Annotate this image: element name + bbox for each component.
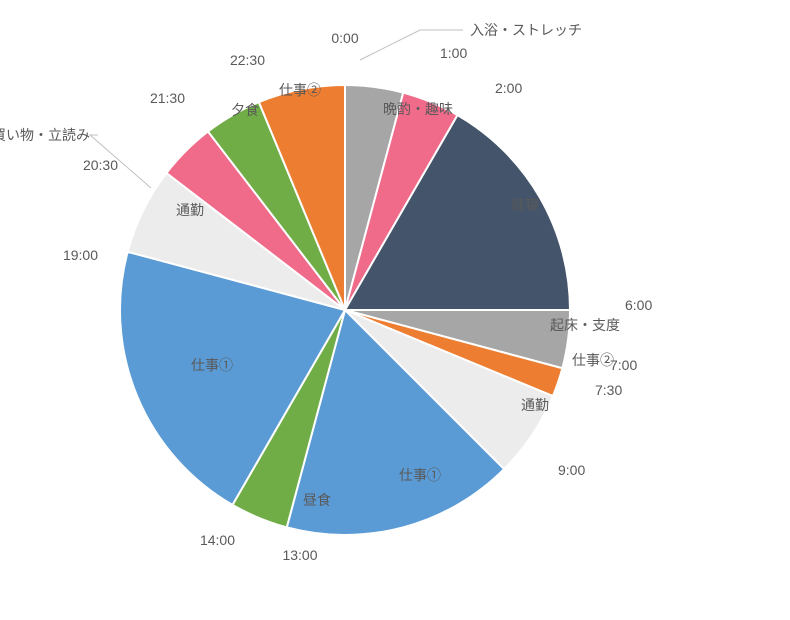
slice-label: 就寝 bbox=[511, 197, 539, 213]
time-label: 21:30 bbox=[150, 90, 185, 106]
time-label: 14:00 bbox=[200, 532, 235, 548]
slice-label: 起床・支度 bbox=[550, 317, 620, 333]
time-label: 2:00 bbox=[495, 80, 522, 96]
slice-label: 仕事① bbox=[191, 357, 233, 373]
slice-label: 通勤 bbox=[521, 397, 549, 413]
time-label: 6:00 bbox=[625, 297, 652, 313]
slice-label: 通勤 bbox=[176, 202, 204, 218]
slice-label: 仕事② bbox=[279, 82, 321, 98]
daily-schedule-pie-chart: 入浴・ストレッチ買い物・立読み晩酌・趣味就寝起床・支度仕事②通勤仕事①昼食仕事①… bbox=[0, 0, 790, 620]
slice-label: 夕食 bbox=[231, 102, 259, 118]
time-label: 1:00 bbox=[440, 45, 467, 61]
time-label: 9:00 bbox=[558, 462, 585, 478]
slice-label: 晩酌・趣味 bbox=[383, 101, 453, 117]
slice-label: 仕事② bbox=[572, 352, 614, 368]
slice-label: 仕事① bbox=[399, 467, 441, 483]
slice-label: 入浴・ストレッチ bbox=[470, 22, 582, 38]
slice-label: 買い物・立読み bbox=[0, 127, 90, 143]
time-label: 13:00 bbox=[282, 547, 317, 563]
time-label: 0:00 bbox=[331, 30, 358, 46]
slice-label: 昼食 bbox=[303, 492, 331, 508]
time-label: 7:00 bbox=[610, 357, 637, 373]
time-label: 22:30 bbox=[230, 52, 265, 68]
time-label: 7:30 bbox=[595, 382, 622, 398]
time-label: 20:30 bbox=[83, 157, 118, 173]
time-label: 19:00 bbox=[63, 247, 98, 263]
